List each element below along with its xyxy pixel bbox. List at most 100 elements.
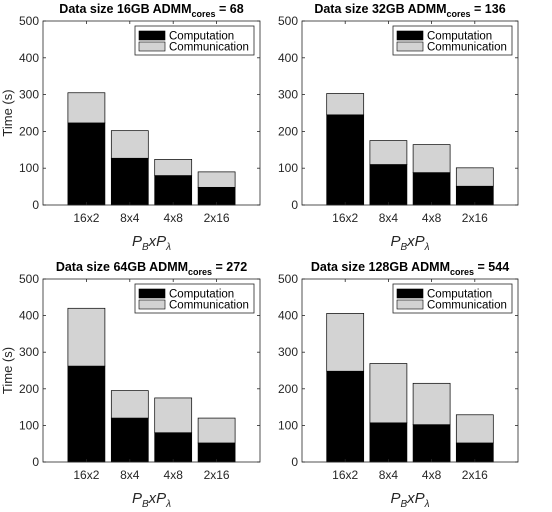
xlabel-sub2: λ bbox=[165, 499, 171, 510]
xlabel-sub2: λ bbox=[165, 242, 171, 253]
y-tick-label: 300 bbox=[278, 88, 298, 102]
x-tick-label: 8x4 bbox=[120, 211, 140, 225]
bar-communication-4x8 bbox=[412, 382, 451, 426]
x-tick-label: 2x16 bbox=[204, 468, 230, 482]
title-main: Data size 128GB ADMM bbox=[311, 260, 450, 274]
y-tick-label: 400 bbox=[278, 309, 298, 323]
x-tick-label: 2x16 bbox=[204, 211, 230, 225]
axes-box bbox=[301, 278, 519, 463]
x-axis-label: PBxPλ bbox=[390, 233, 429, 253]
x-tick-label: 16x2 bbox=[73, 211, 99, 225]
x-tick-label: 16x2 bbox=[332, 468, 358, 482]
y-tick-label: 0 bbox=[291, 198, 298, 212]
x-tick-label: 8x4 bbox=[120, 468, 140, 482]
bar-communication-8x4 bbox=[110, 390, 149, 419]
chart-title: Data size 128GB ADMMcores = 544 bbox=[311, 260, 509, 277]
chart-title: Data size 32GB ADMMcores = 136 bbox=[314, 2, 505, 19]
chart-panel-2: 0 100 200 300 400 500 16x2 8x4 4x8 2x16 Data size … bbox=[278, 2, 519, 253]
y-tick-label: 0 bbox=[291, 455, 298, 469]
axes-box bbox=[301, 20, 519, 206]
y-tick-label: 100 bbox=[278, 161, 298, 175]
bar-communication-4x8 bbox=[154, 397, 193, 434]
bar-communication-4x8 bbox=[154, 159, 193, 176]
bar-communication-2x16 bbox=[197, 171, 236, 188]
xlabel-sub1: B bbox=[400, 242, 407, 253]
bar-computation-8x4 bbox=[369, 422, 408, 463]
x-tick-label: 4x8 bbox=[422, 211, 442, 225]
x-tick-label: 2x16 bbox=[462, 211, 488, 225]
x-tick-label: 16x2 bbox=[332, 211, 358, 225]
y-tick-label: 200 bbox=[278, 124, 298, 138]
title-subscript: cores bbox=[188, 267, 212, 277]
y-tick-label: 100 bbox=[19, 161, 39, 175]
y-axis-label: Time (s) bbox=[0, 89, 15, 136]
chart-panel-1: 0 100 200 300 400 500 16x2 8x4 4x8 2x16 Data size … bbox=[0, 2, 261, 253]
bar-communication-16x2 bbox=[326, 313, 365, 372]
chart-title: Data size 16GB ADMMcores = 68 bbox=[59, 2, 243, 19]
x-axis-label: PBxPλ bbox=[132, 233, 171, 253]
xlabel-p2: xP bbox=[148, 233, 167, 250]
bar-communication-2x16 bbox=[455, 167, 494, 187]
legend-swatch-computation bbox=[396, 288, 424, 299]
xlabel-p2: xP bbox=[406, 490, 425, 507]
xlabel-p1: P bbox=[390, 490, 400, 507]
xlabel-p1: P bbox=[390, 233, 400, 250]
legend-swatch-computation bbox=[396, 30, 424, 41]
y-tick-label: 400 bbox=[19, 51, 39, 65]
bar-computation-16x2 bbox=[326, 370, 365, 463]
xlabel-p1: P bbox=[132, 490, 142, 507]
x-tick-label: 4x8 bbox=[164, 468, 184, 482]
y-tick-label: 500 bbox=[278, 272, 298, 286]
y-tick-label: 100 bbox=[19, 418, 39, 432]
xlabel-sub1: B bbox=[142, 499, 149, 510]
chart-title: Data size 64GB ADMMcores = 272 bbox=[56, 260, 247, 277]
xlabel-sub2: λ bbox=[424, 242, 430, 253]
x-tick-label: 8x4 bbox=[379, 211, 399, 225]
chart-panel-3: 0 100 200 300 400 500 16x2 8x4 4x8 2x16 Data size … bbox=[0, 260, 261, 510]
bar-communication-8x4 bbox=[369, 140, 408, 165]
chart-panel-4: 0 100 200 300 400 500 16x2 8x4 4x8 2x16 Data size … bbox=[278, 260, 519, 510]
bar-communication-2x16 bbox=[455, 414, 494, 444]
y-tick-label: 400 bbox=[278, 51, 298, 65]
title-tail: = 68 bbox=[216, 2, 244, 16]
legend-label-computation: Computation bbox=[169, 31, 234, 43]
legend-swatch-communication bbox=[396, 41, 424, 52]
x-tick-label: 16x2 bbox=[73, 468, 99, 482]
title-main: Data size 16GB ADMM bbox=[59, 2, 191, 16]
x-tick-label: 2x16 bbox=[462, 468, 488, 482]
legend-swatch-communication bbox=[396, 299, 424, 310]
y-tick-label: 400 bbox=[19, 309, 39, 323]
title-subscript: cores bbox=[450, 267, 474, 277]
y-tick-label: 200 bbox=[278, 382, 298, 396]
xlabel-sub1: B bbox=[142, 242, 149, 253]
title-tail: = 544 bbox=[474, 260, 509, 274]
legend-label-communication: Communication bbox=[427, 300, 507, 312]
bar-communication-16x2 bbox=[326, 93, 365, 116]
y-axis-label: Time (s) bbox=[0, 347, 15, 394]
y-tick-label: 0 bbox=[32, 455, 39, 469]
bar-communication-2x16 bbox=[197, 417, 236, 444]
legend-label-computation: Computation bbox=[427, 31, 492, 43]
y-tick-label: 500 bbox=[19, 272, 39, 286]
legend-swatch-communication bbox=[138, 41, 166, 52]
y-tick-label: 500 bbox=[19, 14, 39, 28]
axes-box bbox=[42, 278, 261, 463]
x-tick-label: 4x8 bbox=[164, 211, 184, 225]
y-tick-label: 200 bbox=[19, 124, 39, 138]
title-tail: = 136 bbox=[471, 2, 506, 16]
y-tick-label: 300 bbox=[278, 345, 298, 359]
y-tick-label: 500 bbox=[278, 14, 298, 28]
bar-computation-4x8 bbox=[154, 175, 193, 206]
legend-label-communication: Communication bbox=[169, 300, 249, 312]
bar-communication-4x8 bbox=[412, 144, 451, 173]
bar-communication-8x4 bbox=[369, 363, 408, 424]
bar-communication-8x4 bbox=[110, 130, 149, 159]
legend-swatch-communication bbox=[138, 299, 166, 310]
title-main: Data size 64GB ADMM bbox=[56, 260, 188, 274]
legend-swatch-computation bbox=[138, 30, 166, 41]
bar-computation-4x8 bbox=[412, 172, 451, 206]
